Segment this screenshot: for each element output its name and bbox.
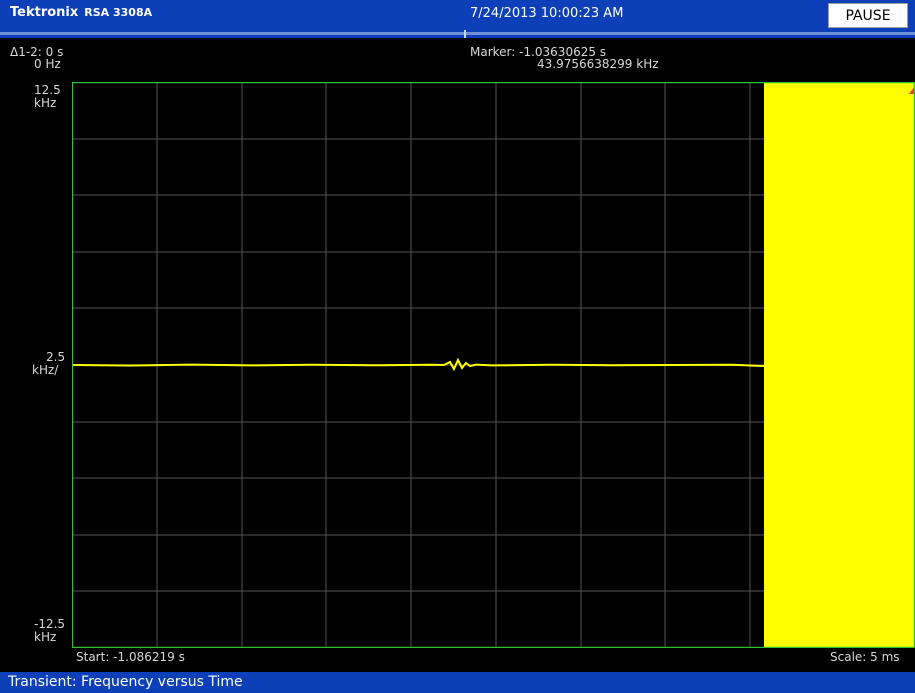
title-bar: Tektronix RSA 3308A 7/24/2013 10:00:23 AM…: [0, 0, 915, 38]
plot-area[interactable]: [72, 82, 915, 648]
y-top-unit: kHz: [34, 96, 57, 110]
instrument-model: RSA 3308A: [84, 6, 153, 19]
title-bar-divider: [0, 32, 915, 35]
trace-fill-region: [764, 82, 915, 648]
title-bar-divider-tick: [464, 30, 466, 38]
status-bar: Transient: Frequency versus Time: [0, 672, 915, 693]
y-top-value: 12.5: [34, 83, 61, 97]
pause-button[interactable]: PAUSE: [828, 3, 908, 28]
y-scale-unit: kHz/: [32, 363, 59, 377]
brand-label: Tektronix RSA 3308A: [10, 5, 152, 20]
marker-indicator-icon: [909, 86, 915, 94]
marker-time-readout: Marker: -1.03630625 s: [470, 45, 607, 59]
x-scale-label: Scale: 5 ms: [830, 650, 900, 664]
date-time: 7/24/2013 10:00:23 AM: [470, 6, 624, 21]
marker-freq-readout: 43.9756638299 kHz: [537, 57, 659, 71]
measurement-mode: Transient: Frequency versus Time: [8, 674, 243, 690]
y-bottom-value: -12.5: [34, 617, 66, 631]
y-scale-value: 2.5: [46, 350, 66, 364]
delta-time-readout: Δ1-2: 0 s: [10, 45, 64, 59]
plot-svg: [72, 82, 915, 648]
frequency-trace: [72, 357, 765, 372]
x-start-label: Start: -1.086219 s: [76, 650, 185, 664]
delta-freq-readout: 0 Hz: [34, 57, 61, 71]
brand-name: Tektronix: [10, 5, 79, 20]
y-bottom-unit: kHz: [34, 630, 57, 644]
